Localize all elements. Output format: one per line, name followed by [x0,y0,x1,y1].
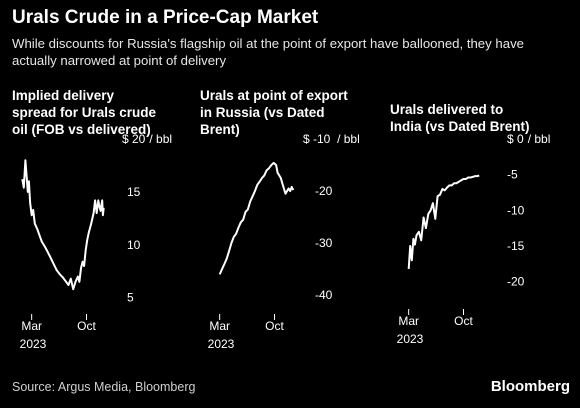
panel-delivered-india: $0 / bbl -5 -10 -15 -20 Mar Oct 2023 [397,132,551,346]
x-tick-label: Oct [77,319,96,333]
series-line [407,174,480,269]
y-tick-label: -20 [507,275,525,289]
x-tick-label: Oct [454,314,473,328]
panel-delivery-spread: $20/ bbl 15 10 5 Mar Oct 2023 [20,132,172,351]
chart-title: Urals Crude in a Price-Cap Market [12,7,319,28]
panel-1-title-line: Implied delivery [12,88,115,103]
panel-2-title-line: Urals at point of export [200,88,348,103]
source-note: Source: Argus Media, Bloomberg [12,380,196,394]
y-tick-label: 20 [132,132,146,146]
y-unit-suffix: / bbl [337,132,360,146]
y-tick-label: -10 [313,132,331,146]
panel-export-russia: $ -10 / bbl -20 -30 -40 Mar Oct 2023 [208,132,360,351]
y-tick-label: -30 [315,236,333,250]
y-tick-label: -10 [507,203,525,217]
y-unit-suffix: / bbl [528,132,551,146]
series-line [218,161,295,275]
x-tick-label: Mar [209,319,230,333]
y-tick-label: -5 [507,168,518,182]
panel-1-title-line: oil (FOB vs delivered) [12,122,151,137]
panel-1-title-line: spread for Urals crude [12,105,157,120]
panel-3-title-line: Urals delivered to [390,102,504,117]
panel-3-title-line: India (vs Dated Brent) [390,119,530,134]
panel-1-title: Implied delivery spread for Urals crude … [12,87,156,138]
panel-2-title-line: in Russia (vs Dated [200,105,325,120]
y-tick-label: 15 [127,185,141,199]
x-year-label: 2023 [397,332,424,346]
panel-2-title: Urals at point of export in Russia (vs D… [200,87,348,138]
y-tick-label: -20 [315,184,333,198]
y-unit-suffix: / bbl [149,132,172,146]
x-tick-label: Mar [21,319,42,333]
y-tick-label: 5 [127,291,134,305]
y-tick-label: -40 [315,288,333,302]
y-unit-prefix: $ [303,132,310,146]
x-tick-label: Oct [265,319,284,333]
x-year-label: 2023 [208,337,235,351]
y-tick-label: 0 [517,132,524,146]
y-tick-label: -15 [507,239,525,253]
y-tick-label: 10 [127,238,141,252]
panel-3-title: Urals delivered to India (vs Dated Brent… [390,101,530,135]
y-unit-prefix: $ [507,132,514,146]
y-unit-prefix: $ [122,132,129,146]
bloomberg-logo: Bloomberg [490,378,570,395]
chart-subtitle: While discounts for Russia's flagship oi… [12,36,525,68]
x-year-label: 2023 [20,337,47,351]
x-tick-label: Mar [398,314,419,328]
panel-2-title-line: Brent) [200,122,240,137]
series-line [21,159,105,291]
